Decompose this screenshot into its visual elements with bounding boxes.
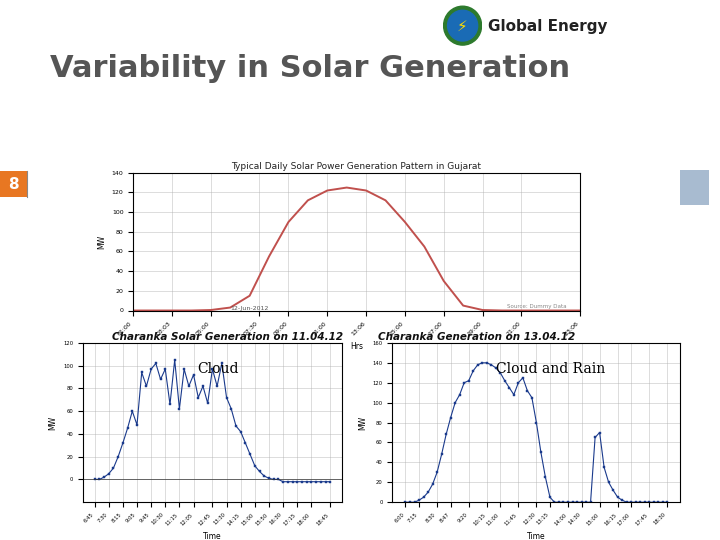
Text: Cloud: Cloud [197, 362, 238, 376]
Title: Typical Daily Solar Power Generation Pattern in Gujarat: Typical Daily Solar Power Generation Pat… [231, 161, 482, 171]
Text: Charanka Generation on 13.04.12: Charanka Generation on 13.04.12 [378, 332, 575, 342]
Text: Charanka Solar Generation on 11.04.12: Charanka Solar Generation on 11.04.12 [112, 332, 343, 342]
X-axis label: Time: Time [527, 532, 546, 540]
Circle shape [444, 6, 482, 45]
X-axis label: Hrs: Hrs [350, 342, 363, 351]
Text: ⚡: ⚡ [457, 19, 468, 34]
Circle shape [448, 10, 477, 41]
Y-axis label: MW: MW [358, 415, 367, 430]
Text: 8: 8 [9, 177, 19, 192]
Text: Global Energy: Global Energy [488, 19, 608, 34]
X-axis label: Time: Time [203, 532, 222, 540]
Text: Variability in Solar Generation: Variability in Solar Generation [50, 54, 570, 83]
Text: 12-Jun-2012: 12-Jun-2012 [230, 306, 269, 310]
Y-axis label: MW: MW [97, 234, 106, 249]
Y-axis label: MW: MW [48, 415, 58, 430]
Text: Cloud and Rain: Cloud and Rain [496, 362, 606, 376]
Text: Source: Dummy Data: Source: Dummy Data [507, 303, 566, 309]
